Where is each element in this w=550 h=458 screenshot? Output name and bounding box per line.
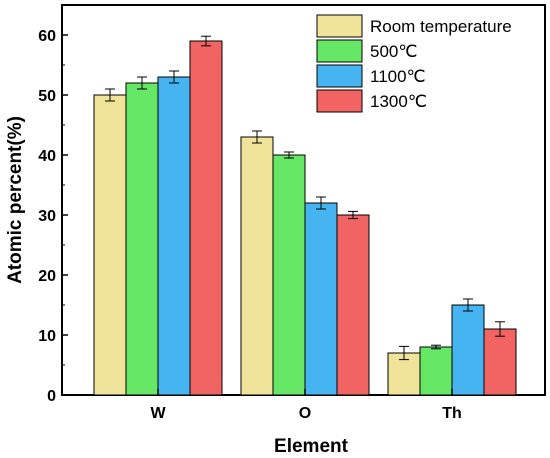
legend-label: Room temperature [370, 17, 512, 36]
legend-swatch [316, 14, 363, 38]
bar [451, 304, 485, 396]
legend-swatch [316, 39, 363, 63]
x-tick-label: W [150, 405, 166, 422]
y-axis-title: Atomic percent(%) [5, 116, 26, 284]
bar [189, 40, 223, 396]
bar [336, 214, 370, 396]
y-tick-label: 0 [47, 388, 56, 405]
bar [483, 328, 517, 396]
bars-group [93, 40, 517, 396]
bar [93, 94, 127, 396]
bar [240, 136, 274, 396]
x-tick-label: Th [442, 405, 462, 422]
legend-swatch [316, 89, 363, 113]
y-tick-label: 60 [38, 28, 56, 45]
legend-label: 1300℃ [370, 92, 427, 111]
legend: Room temperature 500℃ 1100℃ 1300℃ [316, 14, 512, 113]
y-tick-label: 20 [38, 268, 56, 285]
legend-label: 1100℃ [370, 67, 426, 86]
error-bars-group [105, 35, 505, 361]
x-tick-label: O [299, 405, 311, 422]
bar [125, 82, 159, 396]
y-axis-ticks: 0 10 20 30 40 50 60 [38, 28, 68, 405]
y-tick-label: 50 [38, 88, 56, 105]
bar [272, 154, 306, 396]
legend-swatch [316, 64, 363, 88]
x-axis-title: Element [274, 436, 349, 457]
y-tick-label: 40 [38, 148, 56, 165]
x-axis-ticks: W O Th [150, 389, 462, 422]
legend-label: 500℃ [370, 42, 417, 61]
y-tick-label: 10 [38, 328, 56, 345]
bar [157, 76, 191, 396]
bar [304, 202, 338, 396]
bar [419, 346, 453, 396]
y-tick-label: 30 [38, 208, 56, 225]
